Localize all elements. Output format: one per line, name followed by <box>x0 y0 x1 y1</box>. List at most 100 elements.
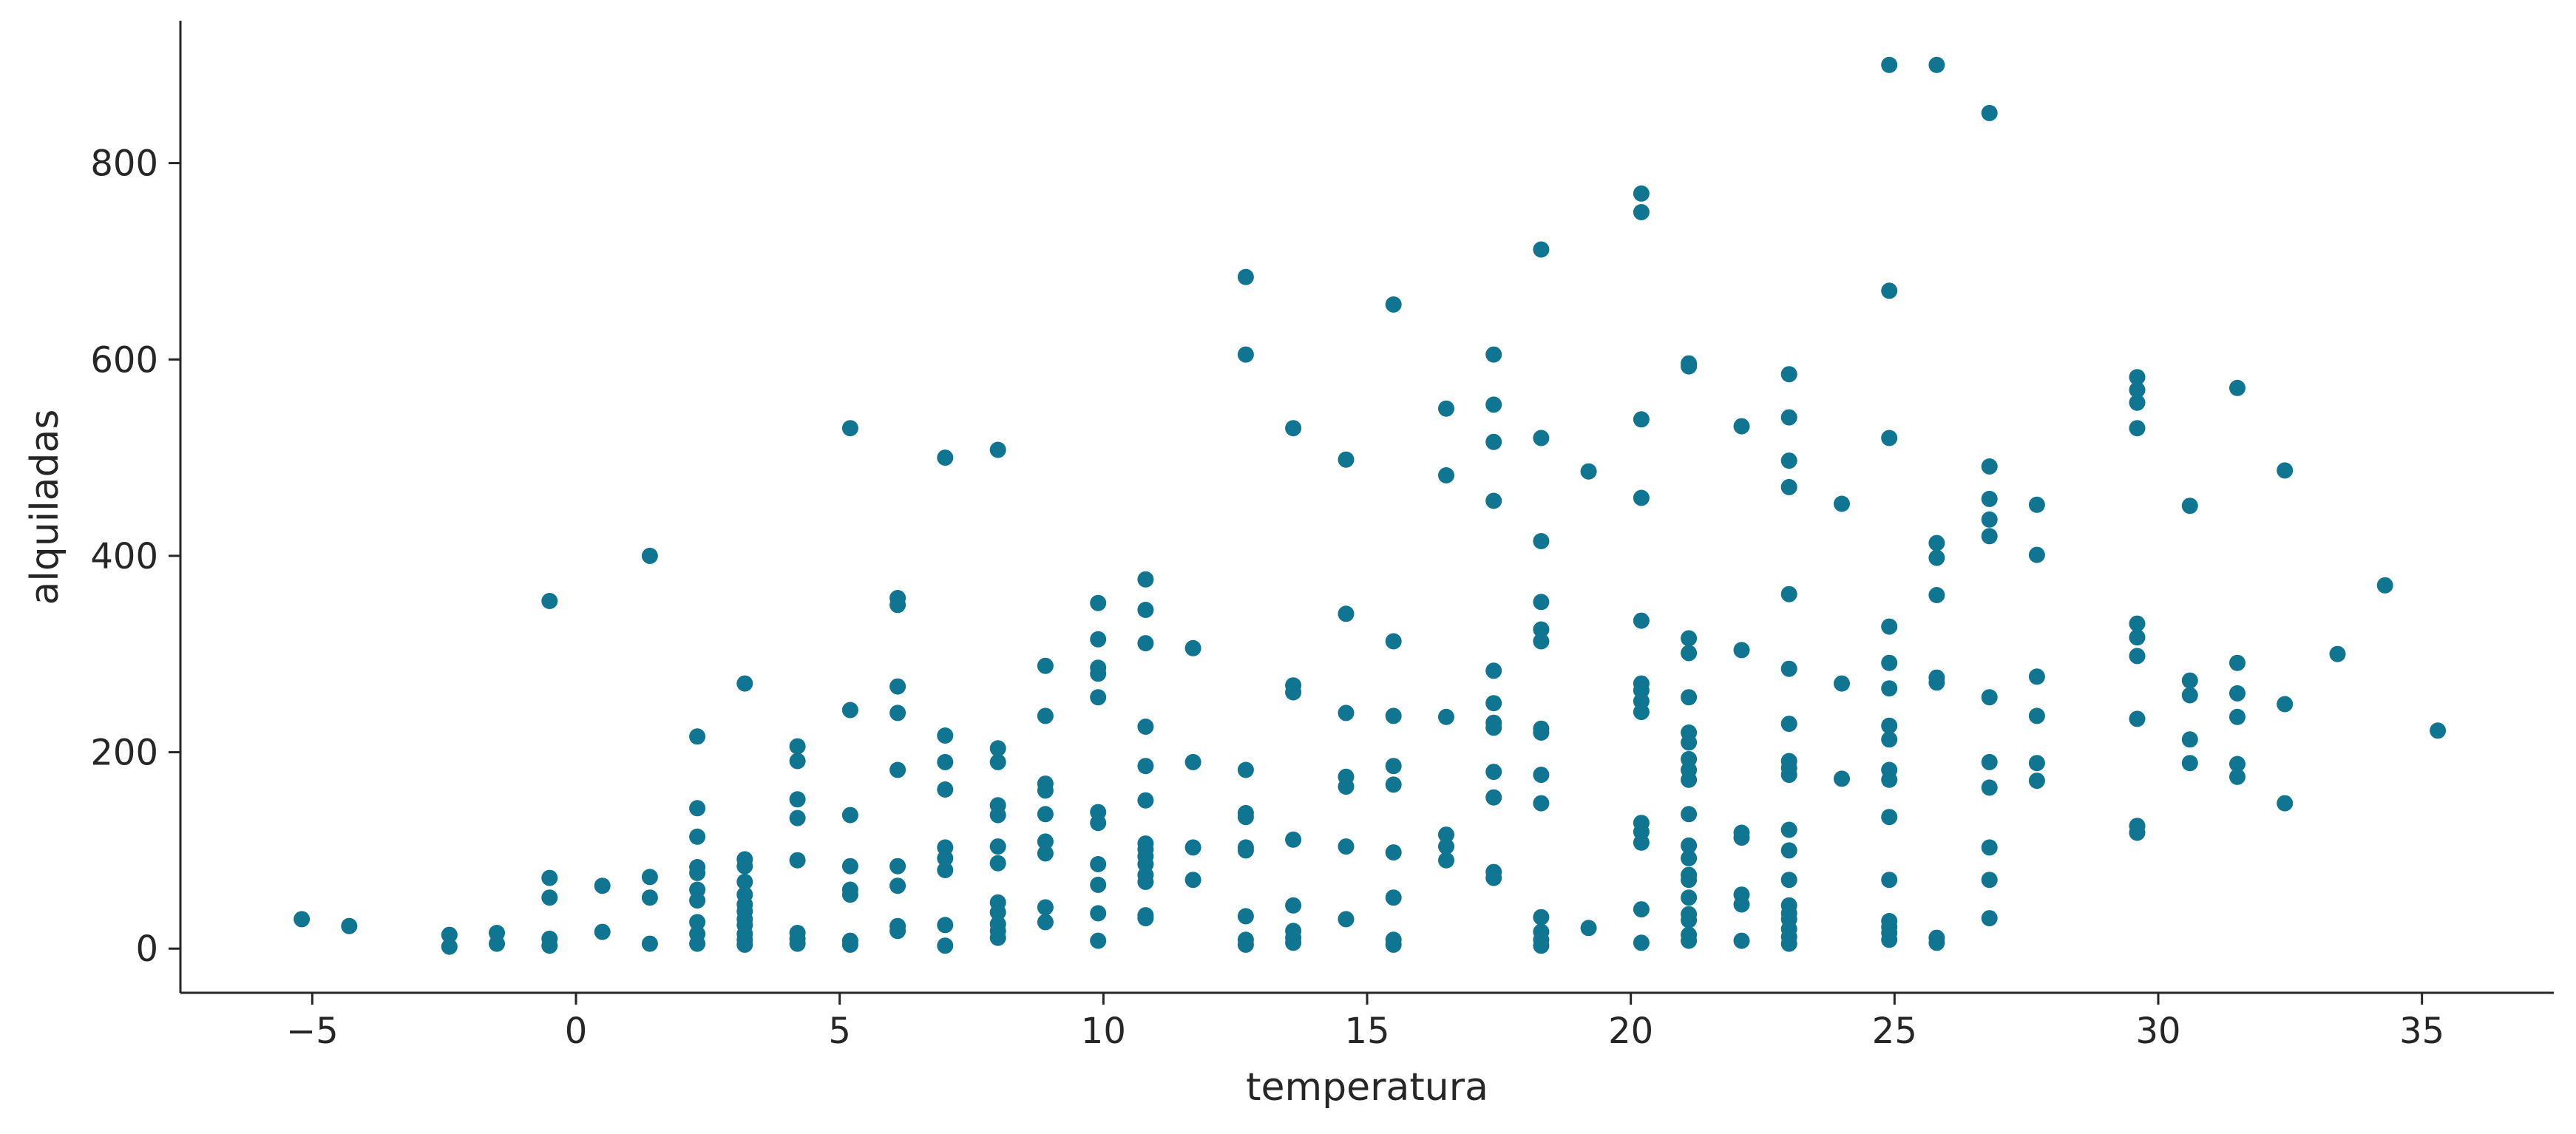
data-point <box>341 917 358 934</box>
data-point <box>1834 675 1850 692</box>
data-point <box>541 937 558 954</box>
y-tick-label: 0 <box>135 928 158 970</box>
data-point <box>989 929 1006 946</box>
data-point <box>1285 831 1302 848</box>
data-point <box>1533 724 1550 741</box>
data-point <box>1681 734 1698 751</box>
data-point <box>736 675 753 692</box>
data-point <box>1981 689 1998 706</box>
data-point <box>1485 869 1502 886</box>
data-point <box>1881 654 1898 671</box>
data-points <box>294 56 2447 955</box>
data-point <box>2028 496 2045 513</box>
data-point <box>441 926 458 943</box>
data-point <box>889 877 906 894</box>
data-point <box>1338 838 1355 855</box>
data-point <box>1928 56 1945 73</box>
data-point <box>2229 654 2245 671</box>
data-point <box>689 828 706 845</box>
data-point <box>2229 379 2245 396</box>
data-point <box>1928 549 1945 566</box>
data-point <box>937 917 954 934</box>
data-point <box>1633 204 1650 220</box>
data-point <box>989 855 1006 872</box>
data-point <box>937 937 954 954</box>
data-point <box>1485 764 1502 781</box>
data-point <box>1137 758 1154 775</box>
data-point <box>1485 492 1502 509</box>
data-point <box>1633 704 1650 721</box>
data-point <box>641 547 658 564</box>
data-point <box>1633 934 1650 951</box>
data-point <box>1338 451 1355 468</box>
data-point <box>1780 452 1797 469</box>
data-point <box>1385 844 1402 861</box>
data-point <box>1981 839 1998 856</box>
data-point <box>2129 648 2146 665</box>
data-point <box>2129 394 2146 411</box>
data-point <box>789 738 806 755</box>
data-point <box>2028 755 2045 772</box>
data-point <box>1037 899 1054 916</box>
data-point <box>1533 795 1550 812</box>
data-point <box>736 936 753 953</box>
data-point <box>2181 755 2198 772</box>
data-point <box>1485 433 1502 450</box>
data-point <box>1881 618 1898 635</box>
data-point <box>1681 806 1698 823</box>
data-point <box>889 858 906 875</box>
data-point <box>2129 369 2146 386</box>
data-point <box>1184 839 1201 856</box>
data-point <box>1780 767 1797 784</box>
data-point <box>1881 56 1898 73</box>
data-point <box>1533 594 1550 611</box>
data-point <box>1633 834 1650 851</box>
data-point <box>1580 463 1597 480</box>
data-point <box>1137 571 1154 588</box>
data-point <box>1137 602 1154 618</box>
data-point <box>1037 914 1054 931</box>
data-point <box>1780 409 1797 426</box>
data-point <box>1881 731 1898 748</box>
data-point <box>1881 680 1898 697</box>
data-point <box>889 704 906 722</box>
data-point <box>1928 934 1945 951</box>
data-point <box>1733 896 1750 913</box>
data-point <box>1090 856 1107 872</box>
data-point <box>1338 605 1355 622</box>
data-point <box>1681 689 1698 706</box>
data-point <box>1090 689 1107 706</box>
data-point <box>989 807 1006 824</box>
data-point <box>989 740 1006 757</box>
data-point <box>1633 185 1650 202</box>
data-point <box>1533 430 1550 447</box>
data-point <box>689 864 706 881</box>
data-point <box>1385 707 1402 724</box>
data-point <box>1090 932 1107 949</box>
data-point <box>1385 889 1402 906</box>
data-point <box>2028 773 2045 790</box>
data-point <box>1981 779 1998 796</box>
data-point <box>1237 268 1254 285</box>
data-point <box>1385 633 1402 650</box>
data-point <box>1834 770 1850 787</box>
data-point <box>1681 872 1698 889</box>
data-point <box>1681 911 1698 928</box>
data-point <box>1981 753 1998 770</box>
data-point <box>1681 837 1698 854</box>
x-tick-label: 0 <box>565 1011 588 1052</box>
data-point <box>1037 806 1054 823</box>
data-point <box>689 892 706 909</box>
data-point <box>1090 905 1107 922</box>
data-point <box>1928 587 1945 603</box>
data-point <box>1533 533 1550 549</box>
data-point <box>1981 458 1998 475</box>
data-point <box>689 728 706 745</box>
data-point <box>1780 660 1797 677</box>
data-point <box>1981 910 1998 927</box>
data-point <box>2430 722 2447 739</box>
data-point <box>1633 612 1650 629</box>
data-point <box>989 441 1006 458</box>
data-point <box>1485 695 1502 712</box>
data-point <box>1385 296 1402 313</box>
